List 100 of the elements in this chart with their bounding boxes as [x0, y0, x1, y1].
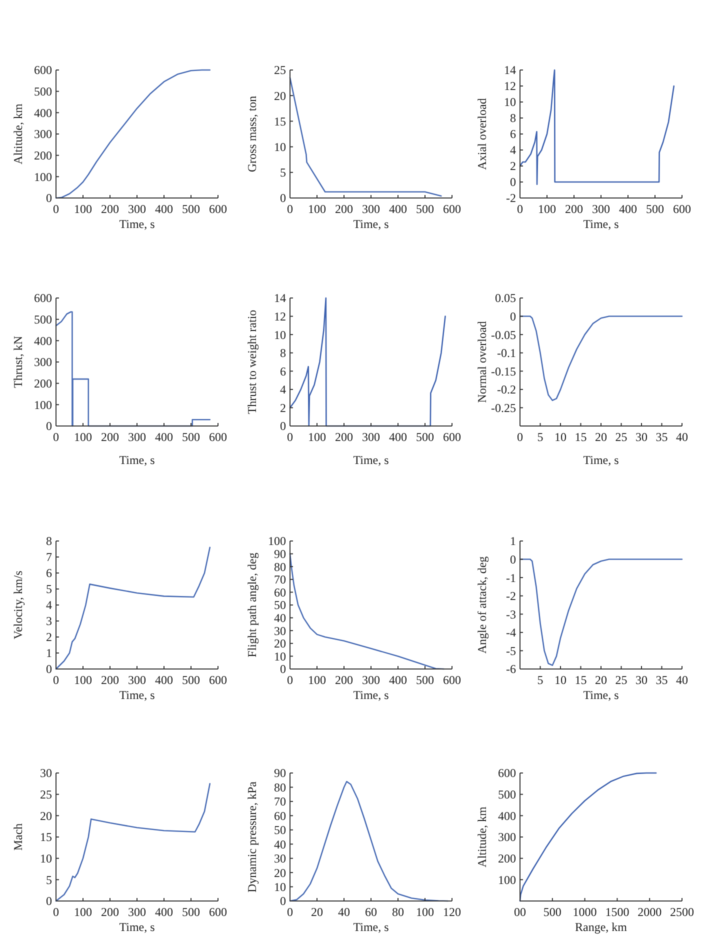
- y-tick-label: 8: [280, 346, 286, 360]
- x-tick-label: 40: [676, 673, 688, 687]
- x-tick-label: 300: [128, 905, 146, 919]
- x-tick-label: 25: [615, 430, 628, 444]
- x-tick-label: 30: [636, 673, 648, 687]
- x-axis-title: Time, s: [583, 453, 620, 467]
- x-tick-label: 25: [615, 673, 628, 687]
- y-tick-label: 90: [274, 766, 286, 780]
- y-tick-label: 12: [274, 309, 286, 324]
- x-tick-label: 100: [538, 202, 556, 216]
- y-tick-label: 300: [34, 355, 52, 370]
- line-series: [519, 69, 675, 186]
- y-tick-label: 0: [280, 662, 286, 676]
- x-tick-label: 500: [646, 202, 664, 216]
- y-tick-label: 30: [274, 852, 286, 866]
- y-axis-title: Thrust, kN: [11, 336, 25, 388]
- y-tick-label: 10: [274, 140, 286, 154]
- x-tick-label: 200: [335, 673, 353, 687]
- x-axis-title: Time, s: [353, 453, 390, 467]
- y-tick-label: 5: [46, 872, 52, 887]
- x-tick-label: 40: [676, 430, 688, 444]
- y-tick-label: 25: [274, 63, 286, 78]
- y-tick-label: 0: [46, 419, 52, 434]
- x-tick-label: 500: [543, 905, 562, 919]
- line-series: [55, 783, 211, 902]
- y-tick-label: 20: [274, 88, 286, 103]
- y-tick-label: 5: [46, 582, 52, 596]
- y-tick-label: 600: [498, 766, 516, 780]
- x-tick-label: 500: [182, 673, 200, 687]
- line-series: [289, 77, 442, 197]
- x-tick-label: 600: [443, 673, 461, 687]
- y-tick-label: 100: [498, 872, 516, 887]
- y-axis-title: Dynamic pressure, kPa: [245, 780, 259, 892]
- y-tick-label: 0: [46, 191, 52, 206]
- x-axis-title: Time, s: [119, 217, 156, 231]
- y-tick-label: 10: [504, 95, 516, 110]
- x-axis-title: Time, s: [119, 453, 156, 467]
- y-tick-label: 100: [268, 534, 286, 548]
- line-series: [519, 316, 683, 402]
- x-tick-label: 200: [101, 905, 119, 919]
- x-tick-label: 400: [389, 430, 407, 444]
- x-tick-label: 100: [308, 673, 326, 687]
- x-tick-label: 600: [443, 430, 461, 444]
- x-axis-title: Time, s: [583, 688, 620, 702]
- x-tick-label: 2500: [670, 905, 694, 919]
- x-tick-label: 600: [209, 673, 227, 687]
- y-tick-label: 60: [274, 585, 286, 600]
- y-tick-label: 10: [40, 852, 52, 866]
- y-axis-title: Axial overload: [475, 98, 489, 170]
- x-tick-label: 500: [416, 673, 434, 687]
- x-tick-label: 300: [362, 202, 380, 216]
- y-tick-label: -4: [506, 626, 516, 640]
- y-tick-label: 10: [274, 649, 286, 664]
- y-tick-label: 0: [280, 191, 286, 206]
- y-axis-title: Altitude, km: [11, 103, 25, 164]
- x-tick-label: 100: [416, 905, 434, 919]
- x-tick-label: 600: [209, 430, 227, 444]
- y-tick-label: 12: [504, 79, 516, 94]
- x-tick-label: 600: [209, 905, 227, 919]
- x-tick-label: 400: [155, 673, 173, 687]
- x-axis-title: Time, s: [583, 217, 620, 231]
- y-tick-label: 2: [46, 630, 52, 644]
- y-tick-label: -3: [506, 607, 516, 622]
- x-tick-label: 100: [74, 430, 92, 444]
- y-tick-label: 0: [510, 309, 516, 324]
- x-tick-label: 200: [101, 202, 119, 216]
- y-tick-label: 14: [274, 291, 286, 306]
- y-tick-label: 4: [46, 598, 52, 612]
- y-tick-label: 70: [274, 794, 286, 809]
- x-tick-label: 100: [308, 430, 326, 444]
- y-tick-label: 200: [34, 376, 52, 391]
- y-tick-label: 3: [46, 614, 52, 628]
- y-tick-label: 100: [34, 170, 52, 184]
- y-tick-label: 7: [46, 550, 52, 564]
- y-tick-label: 90: [274, 547, 286, 561]
- y-tick-label: 1: [510, 534, 516, 548]
- y-tick-label: -2: [506, 191, 516, 206]
- x-tick-label: 500: [182, 430, 200, 444]
- y-tick-label: -0.15: [491, 364, 516, 378]
- line-series: [519, 558, 683, 666]
- x-tick-label: 200: [565, 202, 583, 216]
- x-tick-label: 100: [74, 905, 92, 919]
- y-axis-title: Gross mass, ton: [245, 96, 259, 172]
- y-tick-label: 0.05: [495, 291, 516, 306]
- x-tick-label: 100: [74, 673, 92, 687]
- y-tick-label: 20: [40, 808, 52, 823]
- y-tick-label: 70: [274, 572, 286, 587]
- y-tick-label: -6: [506, 662, 516, 676]
- x-tick-label: 200: [101, 430, 119, 444]
- y-tick-label: 0: [280, 419, 286, 434]
- x-tick-label: 1000: [572, 905, 597, 919]
- x-tick-label: 20: [595, 430, 607, 444]
- y-tick-label: 500: [498, 788, 516, 802]
- x-tick-label: 300: [362, 430, 380, 444]
- y-tick-label: -0.25: [491, 400, 516, 415]
- x-tick-label: 20: [595, 673, 607, 687]
- x-tick-label: 10: [554, 430, 566, 444]
- x-tick-label: 400: [389, 202, 407, 216]
- x-tick-label: 600: [209, 202, 227, 216]
- x-axis-title: Time, s: [353, 920, 390, 934]
